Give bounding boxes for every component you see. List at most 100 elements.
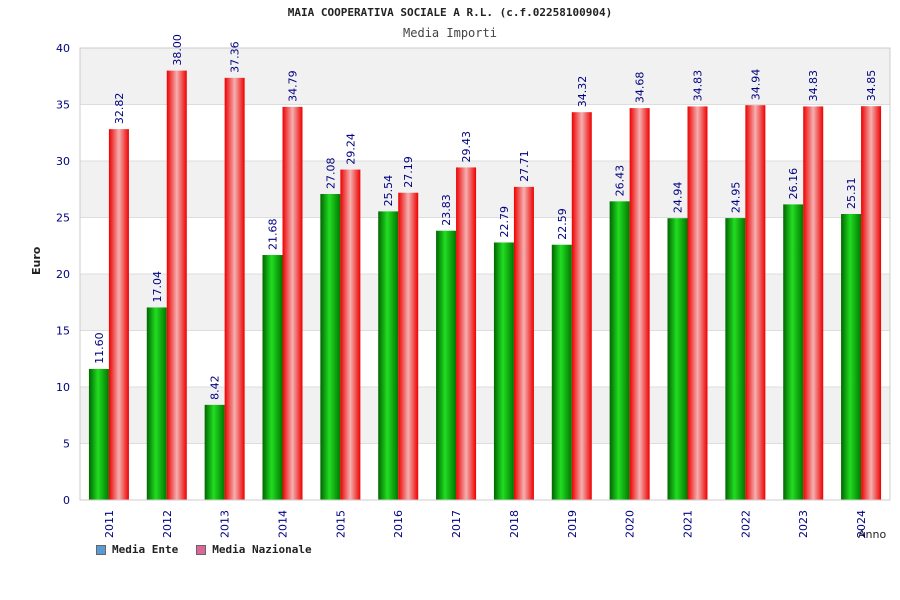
- bar-ente: [436, 230, 457, 500]
- data-label-nazionale: 34.68: [634, 72, 647, 104]
- bar-nazionale: [340, 169, 361, 500]
- x-tick-label: 2011: [103, 510, 116, 538]
- data-label-nazionale: 34.32: [576, 76, 589, 108]
- bar-nazionale: [282, 106, 303, 501]
- legend-swatch-nazionale: [196, 544, 207, 555]
- x-axis-label: Anno: [858, 528, 887, 541]
- y-tick-label: 25: [56, 212, 70, 225]
- legend-label-ente: Media Ente: [112, 543, 179, 556]
- plot-band: [80, 330, 890, 387]
- data-label-nazionale: 37.36: [229, 41, 242, 73]
- chart-subtitle: Media Importi: [403, 26, 497, 40]
- legend-label-nazionale: Media Nazionale: [212, 543, 312, 556]
- bar-ente: [725, 218, 746, 500]
- bar-ente: [841, 213, 862, 500]
- bar-ente: [551, 244, 572, 500]
- bar-nazionale: [108, 129, 129, 500]
- bar-ente: [146, 307, 167, 500]
- data-label-ente: 17.04: [151, 271, 164, 303]
- data-label-nazionale: 27.71: [518, 150, 531, 182]
- bar-nazionale: [166, 70, 187, 500]
- y-tick-label: 40: [56, 42, 70, 55]
- data-label-nazionale: 29.43: [460, 131, 473, 163]
- legend-swatch-ente: [96, 544, 106, 555]
- data-label-ente: 23.83: [440, 194, 453, 226]
- data-label-nazionale: 34.83: [807, 70, 820, 102]
- bar-nazionale: [456, 167, 477, 501]
- legend: Media Ente Media Nazionale: [96, 543, 312, 556]
- plot-band: [80, 161, 890, 218]
- plot-band: [80, 217, 890, 274]
- bar-ente: [609, 201, 630, 500]
- x-tick-label: 2020: [624, 510, 637, 538]
- bar-nazionale: [803, 106, 824, 501]
- data-label-ente: 25.54: [382, 175, 395, 207]
- plot-band: [80, 104, 890, 161]
- bar-ente: [783, 204, 804, 500]
- data-label-nazionale: 27.19: [402, 156, 415, 188]
- data-label-ente: 24.95: [729, 182, 742, 214]
- data-label-nazionale: 38.00: [171, 34, 184, 66]
- data-label-ente: 21.68: [267, 219, 280, 251]
- x-tick-label: 2023: [797, 510, 810, 538]
- y-tick-label: 0: [63, 494, 70, 507]
- legend-item-ente: Media Ente: [96, 543, 178, 556]
- bar-ente: [667, 218, 688, 501]
- bars: 11.60 32.82 17.04 38.00 8.42 37.36 21.68 34.79 2…: [88, 34, 882, 501]
- data-label-nazionale: 34.85: [865, 70, 878, 102]
- bar-ente: [493, 242, 514, 500]
- bar-ente: [88, 368, 109, 500]
- bar-ente: [320, 193, 341, 500]
- data-label-nazionale: 34.83: [692, 70, 705, 102]
- data-label-ente: 26.16: [787, 168, 800, 200]
- data-label-ente: 11.60: [93, 332, 106, 364]
- legend-item-nazionale: Media Nazionale: [196, 543, 312, 556]
- plot-band: [80, 274, 890, 331]
- bar-nazionale: [571, 112, 592, 501]
- bar-nazionale: [745, 105, 766, 500]
- x-tick-label: 2017: [450, 510, 463, 538]
- data-label-nazionale: 29.24: [344, 133, 357, 165]
- x-tick-label: 2019: [566, 510, 579, 538]
- bar-ente: [262, 255, 283, 500]
- plot-band: [80, 48, 890, 105]
- x-tick-label: 2016: [392, 510, 405, 538]
- bar-ente: [204, 404, 225, 500]
- data-label-nazionale: 34.94: [749, 69, 762, 101]
- x-tick-label: 2012: [161, 510, 174, 538]
- data-label-ente: 26.43: [614, 165, 627, 197]
- bar-ente: [378, 211, 399, 500]
- y-tick-label: 5: [63, 438, 70, 451]
- bar-nazionale: [398, 192, 419, 501]
- x-tick-label: 2018: [508, 510, 521, 538]
- y-tick-label: 20: [56, 268, 70, 281]
- x-tick-label: 2024: [855, 510, 868, 538]
- data-label-ente: 24.94: [672, 182, 685, 214]
- plot-band: [80, 387, 890, 444]
- plot-border: [79, 47, 891, 501]
- data-label-nazionale: 34.79: [287, 70, 300, 102]
- chart-title: MAIA COOPERATIVA SOCIALE A R.L. (c.f.022…: [287, 6, 613, 19]
- x-tick-label: 2021: [682, 510, 695, 538]
- bar-nazionale: [861, 106, 882, 500]
- data-label-ente: 27.08: [324, 157, 337, 189]
- plot-band: [80, 443, 890, 500]
- x-tick-label: 2013: [219, 510, 232, 538]
- data-label-ente: 22.79: [498, 206, 511, 238]
- x-tick-label: 2022: [739, 510, 752, 538]
- bar-nazionale: [687, 106, 708, 501]
- x-tick-label: 2015: [334, 510, 347, 538]
- y-tick-label: 30: [56, 155, 70, 168]
- y-tick-label: 35: [56, 99, 70, 112]
- data-label-ente: 8.42: [209, 375, 222, 400]
- bar-nazionale: [629, 108, 650, 500]
- y-tick-label: 10: [56, 381, 70, 394]
- data-label-ente: 25.31: [845, 177, 858, 209]
- y-tick-label: 15: [56, 325, 70, 338]
- bar-nazionale: [224, 77, 245, 500]
- x-tick-label: 2014: [277, 510, 290, 538]
- data-label-nazionale: 32.82: [113, 93, 126, 125]
- axes: 0 5 10 15 20 25 30 35 40 2011 2012 2013 2014 2015 2016…: [56, 42, 891, 538]
- bar-nazionale: [513, 186, 534, 500]
